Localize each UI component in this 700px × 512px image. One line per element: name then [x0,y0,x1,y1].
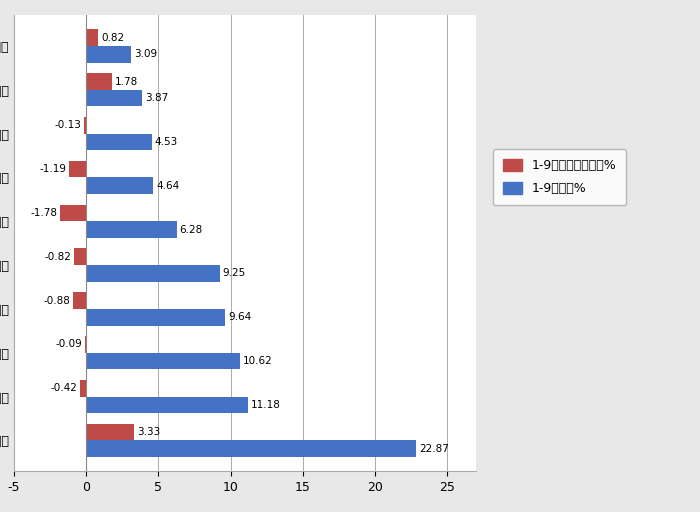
Bar [80,380,86,397]
Bar [86,424,134,440]
Bar [60,205,86,221]
Bar [86,134,152,151]
Text: 11.18: 11.18 [251,400,281,410]
Text: -0.09: -0.09 [55,339,82,349]
Text: 3.33: 3.33 [137,427,160,437]
Bar [86,178,153,194]
Bar [86,309,225,326]
Text: -0.13: -0.13 [55,120,81,131]
Bar [86,29,98,46]
Text: 0.82: 0.82 [101,33,124,42]
Text: 22.87: 22.87 [419,444,449,454]
Bar [86,46,131,62]
Bar [85,336,86,353]
Bar [69,161,86,178]
Text: 4.53: 4.53 [155,137,178,147]
Bar [86,397,248,413]
Text: 4.64: 4.64 [156,181,179,191]
Text: 6.28: 6.28 [180,225,203,234]
Bar [86,221,177,238]
Text: -1.78: -1.78 [31,208,57,218]
Text: -0.42: -0.42 [50,383,77,393]
Bar [74,292,86,309]
Text: -0.82: -0.82 [45,252,71,262]
Bar [86,73,112,90]
Text: 1.78: 1.78 [115,76,138,87]
Text: -1.19: -1.19 [39,164,66,174]
Text: -0.88: -0.88 [43,295,71,306]
Bar [74,248,86,265]
Text: 3.09: 3.09 [134,49,157,59]
Bar [86,90,142,106]
Bar [86,353,239,369]
Text: 10.62: 10.62 [242,356,272,366]
Bar [84,117,86,134]
Text: 9.25: 9.25 [223,268,246,279]
Legend: 1-9月份额同比增减%, 1-9月份额%: 1-9月份额同比增减%, 1-9月份额% [493,149,626,205]
Text: 9.64: 9.64 [228,312,251,322]
Text: 3.87: 3.87 [145,93,168,103]
Bar [86,440,416,457]
Bar [86,265,220,282]
